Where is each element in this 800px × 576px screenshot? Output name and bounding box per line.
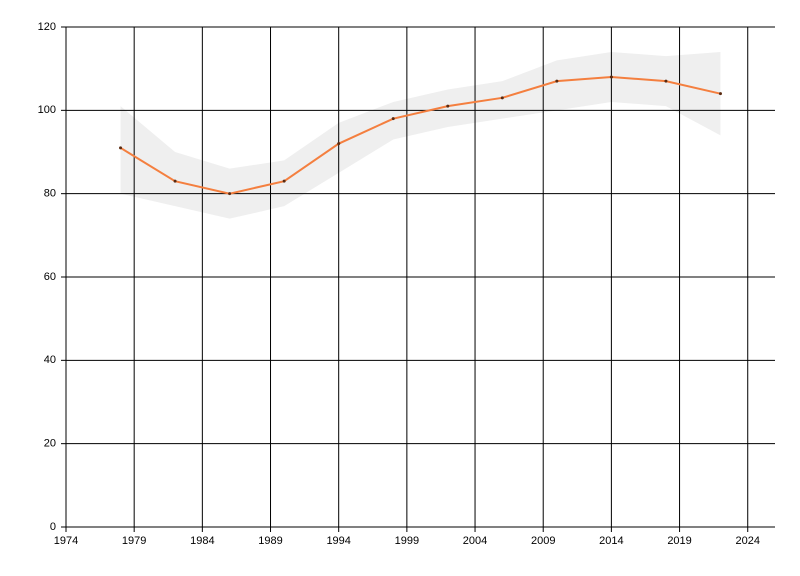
y-tick-label: 60 (44, 271, 56, 283)
point (337, 142, 341, 146)
y-tick-label: 80 (44, 188, 56, 200)
point (500, 96, 504, 100)
point (664, 79, 668, 83)
y-tick-label: 20 (44, 438, 56, 450)
x-tick-label: 2019 (667, 535, 691, 547)
x-tick-label: 2004 (463, 535, 487, 547)
point (173, 179, 177, 183)
point (446, 104, 450, 108)
point (609, 75, 613, 79)
y-tick-label: 100 (38, 104, 56, 116)
x-tick-label: 1989 (258, 535, 282, 547)
y-tick-label: 0 (50, 521, 56, 533)
y-tick-label: 120 (38, 21, 56, 33)
x-tick-label: 1974 (54, 535, 78, 547)
point (119, 146, 123, 150)
x-tick-label: 1999 (395, 535, 419, 547)
x-tick-label: 1984 (190, 535, 214, 547)
point (718, 92, 722, 96)
x-tick-label: 1979 (122, 535, 146, 547)
point (282, 179, 286, 183)
point (228, 192, 232, 196)
point (555, 79, 559, 83)
x-tick-label: 2024 (735, 535, 759, 547)
x-tick-label: 2014 (599, 535, 623, 547)
x-tick-label: 2009 (531, 535, 555, 547)
x-tick-label: 1994 (326, 535, 350, 547)
point (391, 117, 395, 121)
line (120, 75, 721, 195)
y-tick-label: 40 (44, 354, 56, 366)
